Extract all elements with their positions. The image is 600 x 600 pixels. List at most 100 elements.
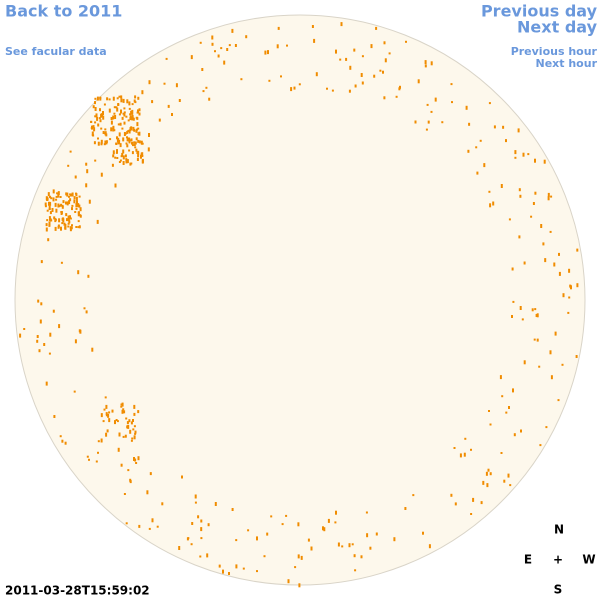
facula xyxy=(298,583,301,588)
facula xyxy=(133,99,136,103)
facula xyxy=(130,110,133,114)
facula xyxy=(60,226,62,231)
facula xyxy=(337,542,340,547)
facula xyxy=(430,61,433,66)
facula xyxy=(532,202,535,205)
facula xyxy=(197,515,200,519)
facula xyxy=(118,161,121,163)
facula xyxy=(117,447,120,452)
facula xyxy=(94,115,97,118)
facula xyxy=(118,132,121,137)
facula xyxy=(300,555,303,560)
facula xyxy=(369,546,372,550)
facula xyxy=(75,192,77,195)
facula xyxy=(36,339,39,343)
facula xyxy=(151,518,154,523)
facula xyxy=(132,419,134,422)
facula xyxy=(119,143,122,148)
facula xyxy=(69,227,72,232)
facula xyxy=(148,133,150,137)
facula xyxy=(508,218,511,221)
facula xyxy=(503,479,506,483)
facula xyxy=(48,208,51,211)
facula xyxy=(129,113,132,116)
next-day-link[interactable]: Next day xyxy=(517,18,598,37)
facula xyxy=(129,478,132,482)
facula xyxy=(85,162,88,166)
facula xyxy=(131,103,134,106)
facula xyxy=(52,309,55,313)
facula xyxy=(501,395,504,398)
compass-center: + xyxy=(553,553,563,567)
facula xyxy=(128,107,131,110)
facula xyxy=(133,404,136,409)
facula xyxy=(94,101,96,105)
facula xyxy=(53,216,56,220)
facula xyxy=(133,141,136,144)
facula xyxy=(125,160,128,163)
facula xyxy=(75,226,78,228)
facula xyxy=(266,532,269,536)
facula xyxy=(48,221,51,224)
facula xyxy=(53,415,56,418)
facula xyxy=(479,139,482,142)
facula xyxy=(126,425,129,429)
facula xyxy=(518,188,521,192)
facula xyxy=(39,319,42,324)
facula xyxy=(547,192,550,197)
facula xyxy=(323,527,326,532)
facula xyxy=(482,480,485,485)
facula xyxy=(128,149,131,152)
facula xyxy=(67,215,70,220)
facula xyxy=(88,199,91,204)
facula xyxy=(148,527,151,530)
facula xyxy=(65,201,67,205)
back-link[interactable]: Back to 2011 xyxy=(5,2,122,21)
facula xyxy=(69,150,72,153)
facula xyxy=(231,508,234,511)
next-hour-link[interactable]: Next hour xyxy=(536,57,598,70)
facula xyxy=(74,211,77,213)
facula xyxy=(194,501,197,504)
facula xyxy=(134,146,137,149)
facula xyxy=(135,137,138,141)
facula xyxy=(485,471,488,476)
previous-hour-link[interactable]: Previous hour xyxy=(511,45,598,58)
facula xyxy=(132,117,135,121)
facula xyxy=(47,238,50,242)
facula xyxy=(64,225,67,230)
facula xyxy=(104,396,107,399)
facula xyxy=(138,108,141,112)
facula xyxy=(544,258,547,263)
facula xyxy=(105,142,108,145)
facula xyxy=(114,115,117,119)
facula xyxy=(360,73,363,77)
facula xyxy=(214,502,217,506)
facula xyxy=(285,514,288,517)
facula xyxy=(51,208,54,212)
facula xyxy=(137,96,140,100)
facula xyxy=(454,502,457,506)
facula xyxy=(109,138,112,141)
facula xyxy=(130,439,133,442)
facular-data-link[interactable]: See facular data xyxy=(5,45,107,58)
facula xyxy=(127,469,130,472)
facula xyxy=(104,128,107,131)
facula xyxy=(93,141,96,145)
facula xyxy=(480,501,483,505)
facula xyxy=(141,90,144,95)
facula xyxy=(69,215,71,220)
facula xyxy=(85,310,88,314)
facula xyxy=(92,105,95,109)
facula xyxy=(49,211,52,215)
facula xyxy=(43,343,46,346)
facula xyxy=(370,44,373,49)
facula xyxy=(129,115,132,119)
facula xyxy=(489,203,492,208)
faculae xyxy=(19,22,579,588)
facula xyxy=(550,375,553,380)
facula xyxy=(149,472,152,476)
previous-day-link[interactable]: Previous day xyxy=(481,2,598,21)
facula xyxy=(562,293,565,298)
